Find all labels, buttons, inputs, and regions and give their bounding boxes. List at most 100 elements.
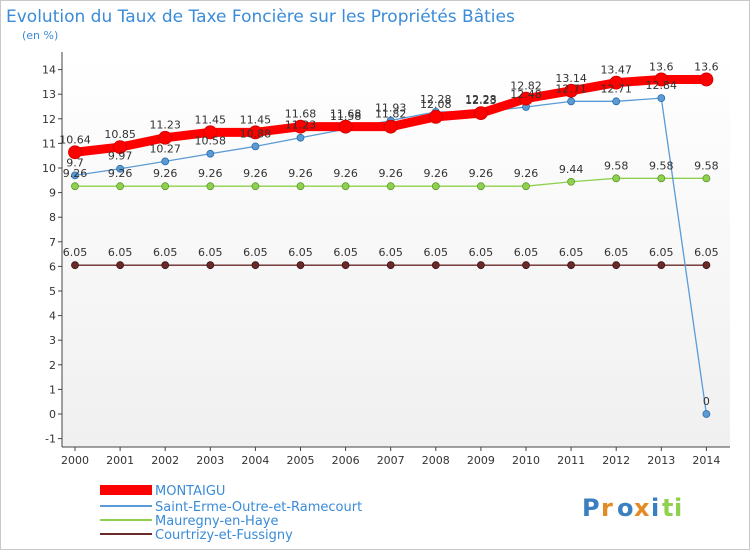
- data-point: [338, 119, 353, 134]
- data-label: 13.6: [649, 60, 674, 73]
- x-tick-label: 2013: [647, 454, 675, 467]
- data-point: [428, 109, 443, 124]
- data-label: 9.26: [288, 167, 313, 180]
- data-point: [657, 174, 666, 183]
- y-tick-label: 7: [49, 236, 56, 249]
- series-3-labels: 6.05 6.05 6.05 6.05 6.05 6.05 6.05 6.05 6.05 6.05…: [63, 246, 719, 259]
- legend-label: MONTAIGU: [155, 484, 225, 499]
- logo-letter: o: [617, 494, 634, 522]
- y-tick-label: 9: [49, 187, 56, 200]
- data-label: 11.23: [285, 119, 317, 132]
- data-point: [206, 149, 215, 158]
- data-label: 10.27: [149, 142, 181, 155]
- logo-letter: r: [601, 494, 613, 522]
- y-tick-label: 2: [49, 359, 56, 372]
- series-0: [68, 72, 714, 160]
- logo-letter: i: [651, 494, 659, 522]
- data-label: 6.05: [63, 246, 88, 259]
- data-label: 12.71: [600, 82, 632, 95]
- data-point: [567, 261, 575, 270]
- data-label: 9.26: [424, 167, 449, 180]
- y-tick-label: 8: [49, 211, 56, 224]
- x-tick-label: 2011: [557, 454, 585, 467]
- data-point: [522, 182, 530, 191]
- data-label: 6.05: [469, 246, 494, 259]
- series-2-labels: 9.26 9.26 9.26 9.26 9.26 9.26 9.26 9.26 9.26 9.26…: [63, 159, 719, 180]
- x-tick-label: 2000: [61, 454, 89, 467]
- data-label: 12.82: [510, 80, 542, 93]
- data-label: 6.05: [333, 246, 358, 259]
- data-label: 9.26: [243, 167, 268, 180]
- data-label: 11.23: [149, 119, 181, 132]
- y-tick-label: 6: [49, 260, 56, 273]
- x-tick-label: 2003: [196, 454, 224, 467]
- data-point: [161, 182, 170, 191]
- legend: MONTAIGUSaint-Erme-Outre-et-RamecourtMau…: [100, 484, 362, 543]
- data-point: [519, 91, 533, 106]
- data-point: [68, 145, 82, 160]
- data-label: 10.88: [240, 127, 272, 140]
- data-label: 12.28: [465, 93, 497, 106]
- data-point: [702, 174, 711, 183]
- data-point: [567, 97, 575, 106]
- x-tick-label: 2008: [422, 454, 450, 467]
- x-tick-label: 2012: [602, 454, 630, 467]
- legend-swatch: [100, 485, 152, 495]
- x-tick-label: 2006: [332, 454, 360, 467]
- data-label: 9.26: [63, 167, 88, 180]
- x-tick-label: 2004: [241, 454, 269, 467]
- y-tick-label: 4: [49, 310, 56, 323]
- data-point: [657, 261, 666, 270]
- data-point: [431, 261, 440, 270]
- data-label: 12.08: [420, 98, 452, 111]
- legend-label: Mauregny-en-Haye: [155, 514, 279, 529]
- data-label: 11.45: [195, 113, 227, 126]
- data-point: [206, 261, 215, 270]
- series-1-labels: 9.7 9.97 10.27 10.58 10.88 11.23 11.58 11.93 12.…: [66, 79, 710, 408]
- data-point: [702, 410, 711, 418]
- data-label: 9.58: [694, 159, 719, 172]
- data-label: 6.05: [378, 246, 403, 259]
- logo-letter: P: [582, 494, 600, 522]
- data-label: 6.05: [243, 246, 268, 259]
- data-point: [248, 125, 263, 140]
- data-point: [431, 182, 440, 191]
- data-label: 6.05: [514, 246, 539, 259]
- y-tick-label: 0: [49, 408, 56, 421]
- data-label: 9.26: [378, 167, 403, 180]
- y-tick-label: 14: [42, 64, 56, 77]
- legend-label: Saint-Erme-Outre-et-Ramecourt: [155, 500, 362, 515]
- data-point: [383, 119, 398, 134]
- y-tick-label: 3: [49, 334, 56, 347]
- data-point: [612, 174, 621, 183]
- series-3: [71, 261, 711, 270]
- y-tick-label: 5: [49, 285, 56, 298]
- chart-title: Evolution du Taux de Taxe Foncière sur l…: [6, 7, 515, 27]
- data-label: 12.71: [555, 82, 587, 95]
- data-point: [654, 72, 669, 87]
- data-label: 13.6: [694, 60, 719, 73]
- data-point: [116, 164, 124, 173]
- data-point: [702, 261, 711, 270]
- data-point: [296, 182, 305, 191]
- data-label: 11.68: [330, 108, 362, 121]
- data-point: [116, 261, 124, 270]
- x-tick-label: 2005: [287, 454, 315, 467]
- data-label: 10.85: [104, 128, 136, 141]
- x-tick-label: 2009: [467, 454, 495, 467]
- x-tick-label: 2001: [106, 454, 134, 467]
- data-point: [116, 182, 124, 191]
- data-label: 9.44: [559, 163, 584, 176]
- logo-letter: t: [662, 494, 673, 522]
- data-point: [71, 171, 79, 180]
- data-point: [251, 142, 260, 151]
- data-point: [71, 261, 79, 270]
- data-label: 6.05: [559, 246, 584, 259]
- data-point: [206, 182, 215, 191]
- data-label: 12.84: [646, 79, 678, 92]
- data-point: [386, 182, 395, 191]
- y-tick-label: 13: [42, 88, 56, 101]
- data-label: 9.58: [604, 159, 629, 172]
